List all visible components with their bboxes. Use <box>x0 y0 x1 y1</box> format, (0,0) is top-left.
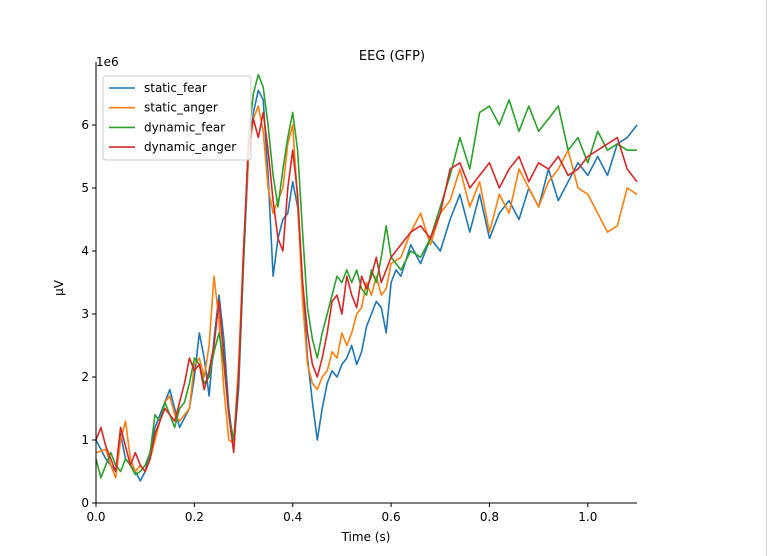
series-line-dynamic-anger <box>95 111 638 473</box>
legend-label-dynamic-fear: dynamic_fear <box>144 120 225 134</box>
legend-label-static-anger: static_anger <box>144 101 218 115</box>
legend: static_fear static_anger dynamic_feardynam… <box>102 75 252 161</box>
x-tick-label: 0.4 <box>283 510 302 524</box>
y-tick-label: 2 <box>81 370 89 384</box>
y-tick-label: 6 <box>81 118 89 132</box>
x-axis-label: Time (s) <box>341 530 391 544</box>
legend-box <box>102 75 252 161</box>
series-line-static-fear <box>95 89 638 482</box>
x-tick-label: 1.0 <box>578 510 597 524</box>
x-tick-label: 0.2 <box>185 510 204 524</box>
x-tick-label: 0.6 <box>382 510 401 524</box>
legend-label-dynamic-anger: dynamic_anger <box>144 140 236 154</box>
chart-title: EEG (GFP) <box>359 49 425 64</box>
series-line-dynamic-fear <box>95 73 637 479</box>
y-axis-label: µV <box>52 279 66 296</box>
x-tick-label: 0.8 <box>480 510 499 524</box>
window-edge-divider <box>766 0 767 556</box>
series-line-static-anger <box>95 105 638 479</box>
y-tick-label: 0 <box>81 496 89 510</box>
y-tick-label: 4 <box>81 244 89 258</box>
x-tick-label: 0.0 <box>86 510 105 524</box>
plot-area: 0.0 0.2 0.4 0.6 0.8 1.0 0 1 2 3 4 5 6 <box>81 62 638 524</box>
y-axis-multiplier: 1e6 <box>96 55 119 69</box>
y-tick-label: 5 <box>81 181 89 195</box>
y-tick-label: 1 <box>81 433 89 447</box>
legend-label-static-fear: static_fear <box>144 81 207 95</box>
y-tick-label: 3 <box>81 307 89 321</box>
